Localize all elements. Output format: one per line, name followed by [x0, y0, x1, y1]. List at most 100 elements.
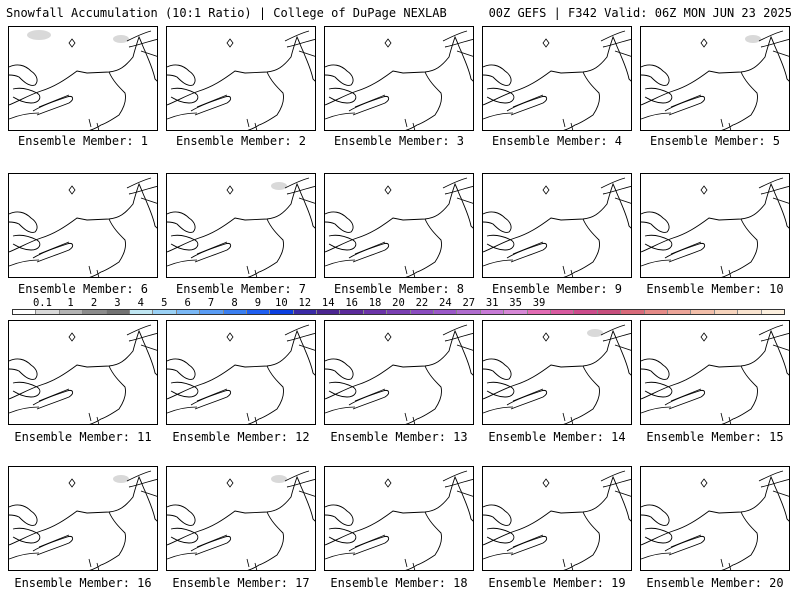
snowfall-shading — [27, 30, 51, 40]
ensemble-map-panel — [8, 466, 158, 571]
coastline-map — [167, 177, 315, 277]
coastline-map — [9, 324, 157, 424]
ensemble-map-panel — [8, 173, 158, 278]
colorbar-segment — [223, 310, 247, 314]
coastline-map — [641, 30, 789, 130]
snowfall-shading — [745, 35, 761, 43]
coastline-map — [483, 30, 631, 130]
coastline-map — [325, 470, 473, 570]
coastline-map — [167, 324, 315, 424]
coastline-map — [325, 30, 473, 130]
colorbar-tick-label: 20 — [392, 297, 405, 309]
colorbar-segment — [129, 310, 154, 314]
coastline-map — [9, 177, 157, 277]
colorbar-tick-label: 10 — [275, 297, 288, 309]
ensemble-member-label: Ensemble Member: 3 — [333, 134, 465, 148]
colorbar-tick-label: 8 — [231, 297, 238, 309]
ensemble-map-panel — [640, 466, 790, 571]
ensemble-member-label: Ensemble Member: 9 — [491, 282, 623, 296]
colorbar-segment — [527, 310, 551, 314]
coastline-map — [641, 177, 789, 277]
colorbar-tick-label: 3 — [114, 297, 121, 309]
ensemble-member-label: Ensemble Member: 14 — [488, 430, 626, 444]
colorbar-segment — [293, 310, 318, 314]
colorbar-segment — [621, 310, 645, 314]
ensemble-map-panel — [640, 173, 790, 278]
coastline-map — [483, 470, 631, 570]
ensemble-map-panel — [324, 466, 474, 571]
ensemble-map-panel — [166, 466, 316, 571]
ensemble-map-panel — [324, 173, 474, 278]
ensemble-map-panel — [482, 466, 632, 571]
snowfall-shading — [113, 475, 129, 483]
colorbar-segment — [691, 310, 715, 314]
ensemble-member-label: Ensemble Member: 1 — [17, 134, 149, 148]
ensemble-member-label: Ensemble Member: 15 — [646, 430, 784, 444]
colorbar-segment — [714, 310, 739, 314]
ensemble-map-panel — [166, 320, 316, 425]
colorbar-segment — [270, 310, 294, 314]
colorbar-segment — [340, 310, 364, 314]
colorbar-tick-label: 18 — [368, 297, 382, 309]
coastline-map — [641, 470, 789, 570]
ensemble-member-label: Ensemble Member: 12 — [172, 430, 310, 444]
coastline-map — [167, 470, 315, 570]
colorbar-segment — [738, 310, 762, 314]
colorbar-segment — [200, 310, 224, 314]
coastline-map — [9, 30, 157, 130]
ensemble-member-label: Ensemble Member: 8 — [333, 282, 465, 296]
ensemble-map-panel — [166, 26, 316, 131]
colorbar-tick-label: 31 — [485, 297, 499, 309]
ensemble-member-label: Ensemble Member: 18 — [330, 576, 468, 590]
ensemble-map-panel — [640, 26, 790, 131]
colorbar-segment — [176, 310, 201, 314]
colorbar-segment — [434, 310, 458, 314]
coastline-map — [483, 177, 631, 277]
colorbar-segment — [106, 310, 130, 314]
coastline-map — [325, 324, 473, 424]
ensemble-member-label: Ensemble Member: 6 — [17, 282, 149, 296]
colorbar-segment — [363, 310, 388, 314]
snowfall-shading — [113, 35, 129, 43]
ensemble-member-label: Ensemble Member: 17 — [172, 576, 310, 590]
ensemble-member-label: Ensemble Member: 20 — [646, 576, 784, 590]
ensemble-member-label: Ensemble Member: 7 — [175, 282, 307, 296]
coastline-map — [9, 470, 157, 570]
coastline-map — [325, 177, 473, 277]
ensemble-map-panel — [640, 320, 790, 425]
colorbar-segment — [761, 310, 784, 314]
colorbar-tick-label: 12 — [298, 297, 312, 309]
colorbar-tick-label: 7 — [207, 297, 215, 309]
colorbar-segment — [644, 310, 668, 314]
colorbar-segment — [246, 310, 271, 314]
colorbar-tick-label: 5 — [161, 297, 168, 309]
ensemble-map-panel — [8, 26, 158, 131]
colorbar-segment — [387, 310, 411, 314]
colorbar-tick-label: 2 — [90, 297, 98, 309]
colorbar-segment — [457, 310, 481, 314]
colorbar-segment — [480, 310, 505, 314]
colorbar-segment — [550, 310, 575, 314]
colorbar-tick-label: 6 — [184, 297, 191, 309]
colorbar-tick-label: 4 — [137, 297, 144, 309]
map-title: Snowfall Accumulation (10:1 Ratio) | Col… — [6, 6, 447, 20]
colorbar-segment — [410, 310, 435, 314]
colorbar-segment — [13, 310, 37, 314]
colorbar-segment — [36, 310, 60, 314]
colorbar-segment — [83, 310, 107, 314]
ensemble-map-panel — [482, 26, 632, 131]
coastline-map — [483, 324, 631, 424]
snowfall-shading — [271, 182, 287, 190]
ensemble-member-label: Ensemble Member: 2 — [175, 134, 307, 148]
ensemble-map-panel — [482, 173, 632, 278]
colorbar-segment — [667, 310, 692, 314]
ensemble-member-label: Ensemble Member: 4 — [491, 134, 623, 148]
ensemble-map-panel — [324, 26, 474, 131]
colorbar-tick-label: 0.1 — [32, 297, 52, 309]
colorbar-tick-label: 24 — [439, 297, 452, 309]
ensemble-member-label: Ensemble Member: 10 — [646, 282, 784, 296]
coastline-map — [167, 30, 315, 130]
model-valid-time: 00Z GEFS | F342 Valid: 06Z MON JUN 23 20… — [488, 6, 792, 20]
ensemble-member-label: Ensemble Member: 16 — [14, 576, 152, 590]
colorbar-segment — [317, 310, 341, 314]
